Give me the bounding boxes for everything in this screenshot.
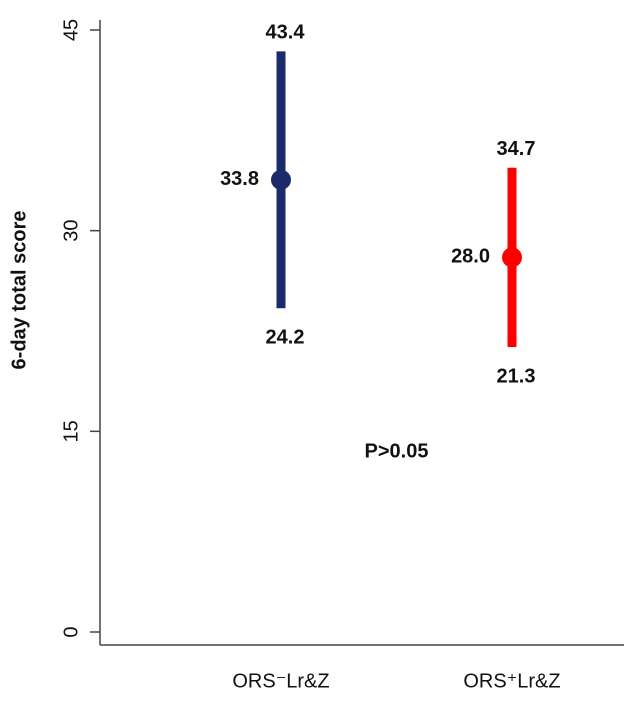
y-axis-label: 6-day total score [8,211,30,370]
y-tick-label: 30 [60,220,82,242]
lower-label: 24.2 [266,327,305,349]
lower-label: 21.3 [497,365,536,387]
annotation: P>0.05 [365,440,429,462]
upper-label: 34.7 [497,138,536,160]
x-tick-label: ORS⁺Lr&Z [463,670,560,692]
upper-label: 43.4 [266,22,306,44]
mean-label: 33.8 [220,168,259,190]
y-tick-label: 15 [60,420,82,442]
y-tick-label: 0 [60,626,82,637]
mean-point [271,169,291,190]
y-tick-label: 45 [60,19,82,41]
mean-label: 28.0 [451,246,490,268]
mean-point [502,247,522,268]
x-tick-label: ORS⁻Lr&Z [232,670,329,692]
